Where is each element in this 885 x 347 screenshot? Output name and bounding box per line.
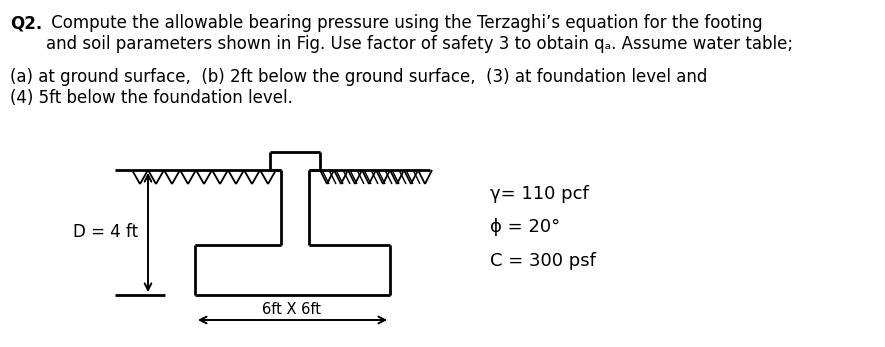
Text: Q2.: Q2. <box>10 14 42 32</box>
Text: (a) at ground surface,  (b) 2ft below the ground surface,  (3) at foundation lev: (a) at ground surface, (b) 2ft below the… <box>10 68 707 107</box>
Text: D = 4 ft: D = 4 ft <box>73 223 138 241</box>
Text: γ= 110 pcf: γ= 110 pcf <box>490 185 589 203</box>
Text: C = 300 psf: C = 300 psf <box>490 252 596 270</box>
Text: 6ft X 6ft: 6ft X 6ft <box>263 302 321 317</box>
Text: Compute the allowable bearing pressure using the Terzaghi’s equation for the foo: Compute the allowable bearing pressure u… <box>46 14 793 53</box>
Text: ϕ = 20°: ϕ = 20° <box>490 218 560 236</box>
